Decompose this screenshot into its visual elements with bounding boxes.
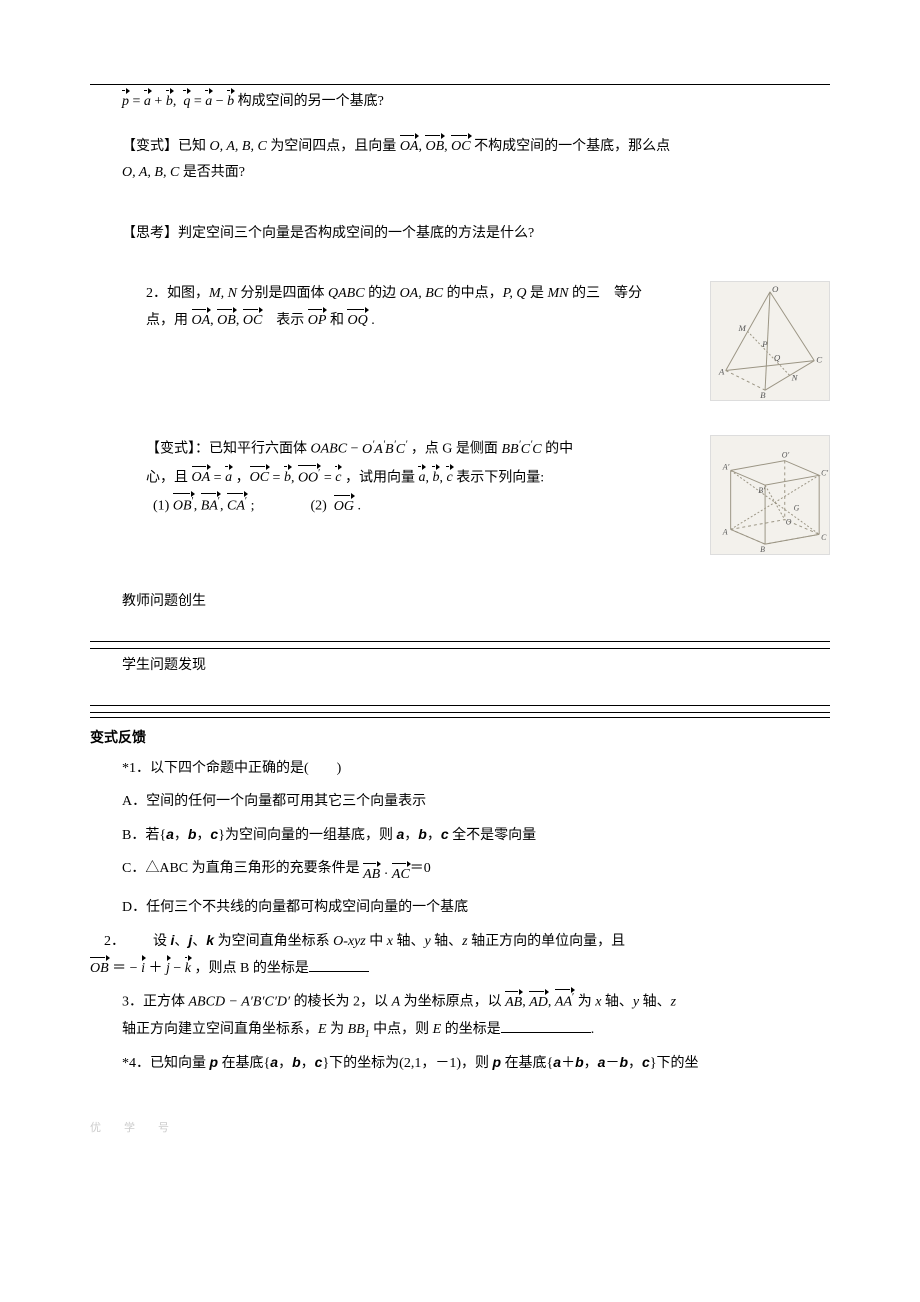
svg-text:B: B: [760, 390, 766, 400]
student-line-1: [90, 686, 830, 706]
footer-left: 优 学 号: [90, 1118, 175, 1139]
vec-p: p: [122, 89, 129, 116]
svg-text:A: A: [718, 367, 725, 377]
svg-text:N: N: [791, 373, 799, 383]
svg-text:C: C: [821, 534, 827, 543]
student-label: 学生问题发现: [90, 653, 830, 680]
fb-q3: 3．正方体 ABCD − A′B′C′D′ 的棱长为 2，以 A 为坐标原点，以…: [90, 988, 830, 1043]
footer-right: [762, 1118, 830, 1139]
svg-text:O: O: [772, 284, 779, 294]
feedback-title: 变式反馈: [90, 724, 830, 751]
vec-b: b: [166, 89, 173, 116]
question-2-text: 2．如图，M, N 分别是四面体 QABC 的边 OA, BC 的中点，P, Q…: [146, 281, 700, 334]
vec-a: a: [144, 89, 151, 116]
page-footer: 优 学 号: [90, 1118, 830, 1139]
svg-text:A′: A′: [722, 463, 730, 472]
variant-1: 【变式】已知 O, A, B, C 为空间四点，且向量 OA, OB, OC 不…: [90, 134, 830, 187]
svg-text:B: B: [760, 545, 765, 554]
svg-text:O′: O′: [782, 451, 790, 460]
svg-text:A: A: [722, 528, 728, 537]
svg-text:O: O: [786, 518, 792, 527]
variant-2-text: 【变式】：已知平行六面体 OABC − O′A′B′C′ ，点 G 是侧面 BB…: [146, 435, 700, 520]
fb-q1-C-post: ＝0: [410, 861, 431, 876]
parallelepiped-figure: A′ O′ C′ B′ A O C B G: [710, 435, 830, 555]
student-line-2: [90, 712, 830, 713]
teacher-line-2: [90, 648, 830, 649]
svg-text:B′: B′: [758, 486, 765, 495]
q3-end: .: [591, 1022, 595, 1037]
teacher-line-1: [90, 622, 830, 642]
fb-q1-D: D．任何三个不共线的向量都可构成空间向量的一个基底: [122, 895, 830, 922]
svg-text:P: P: [761, 339, 768, 349]
question-2-row: 2．如图，M, N 分别是四面体 QABC 的边 OA, BC 的中点，P, Q…: [90, 281, 830, 401]
fb-q1-C-pre: C．△ABC 为直角三角形的充要条件是: [122, 861, 360, 876]
think-prompt: 【思考】判定空间三个向量是否构成空间的一个基底的方法是什么?: [90, 221, 830, 248]
vec-q: q: [183, 89, 190, 116]
svg-text:G: G: [794, 504, 800, 513]
vec-b2: b: [227, 89, 234, 116]
fb-q1: *1．以下四个命题中正确的是( ): [90, 756, 830, 783]
fb-q2: 2． 设 i、j、k 为空间直角坐标系 O-xyz 中 x 轴、y 轴、z 轴正…: [90, 927, 830, 982]
teacher-label: 教师问题创生: [90, 589, 830, 616]
opening-line: p = a + b, q = a − b 构成空间的另一个基底?: [90, 89, 830, 116]
svg-text:C: C: [816, 355, 822, 365]
variant-2-row: 【变式】：已知平行六面体 OABC − O′A′B′C′ ，点 G 是侧面 BB…: [90, 435, 830, 555]
fb-q4: *4．已知向量 p 在基底{a，b，c}下的坐标为(2,1，－1)，则 p 在基…: [90, 1049, 830, 1078]
svg-text:C′: C′: [821, 469, 828, 478]
page-top-rule: [90, 84, 830, 85]
student-line-3: [90, 717, 830, 718]
vec-a2: a: [205, 89, 212, 116]
blank-q2[interactable]: [309, 971, 369, 972]
tetrahedron-figure: O A C B M N P Q: [710, 281, 830, 401]
fb-q1-B: B．若{a，b，c}为空间向量的一组基底，则 a，b，c 全不是零向量: [122, 821, 830, 850]
fb-q1-A: A．空间的任何一个向量都可用其它三个向量表示: [122, 789, 830, 816]
blank-q3[interactable]: [501, 1032, 591, 1033]
fb-q1-C: C．△ABC 为直角三角形的充要条件是 AB · AC＝0: [122, 856, 830, 889]
svg-text:Q: Q: [774, 353, 781, 363]
svg-text:M: M: [738, 324, 747, 334]
